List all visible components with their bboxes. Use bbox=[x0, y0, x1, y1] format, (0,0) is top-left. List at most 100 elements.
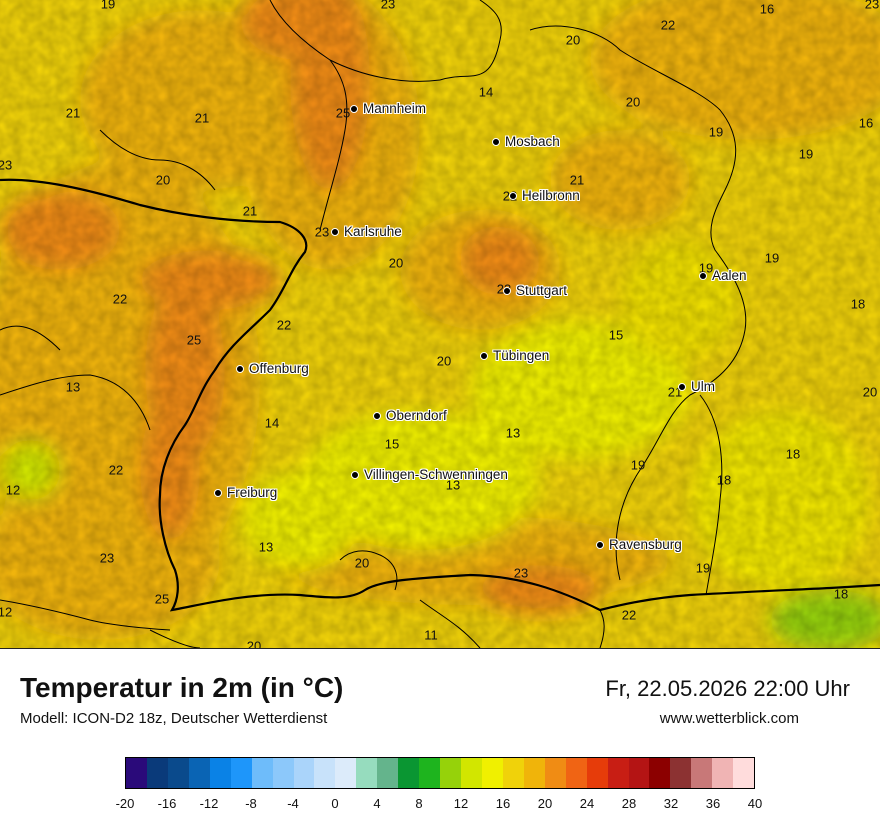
legend-swatch bbox=[293, 758, 315, 788]
legend-swatch bbox=[126, 758, 147, 788]
city-dot-icon bbox=[699, 272, 707, 280]
city-label: Mannheim bbox=[363, 101, 427, 116]
legend-tick-label: 16 bbox=[495, 796, 511, 811]
temperature-label: 18 bbox=[833, 586, 849, 602]
borders bbox=[0, 0, 880, 648]
temperature-label: 21 bbox=[194, 110, 210, 126]
legend-swatch bbox=[419, 758, 441, 788]
temperature-label: 15 bbox=[384, 436, 400, 452]
temperature-label: 21 bbox=[569, 172, 585, 188]
temperature-label: 23 bbox=[99, 550, 115, 566]
city-label: Oberndorf bbox=[386, 408, 447, 423]
legend-swatch bbox=[691, 758, 713, 788]
legend-tick-label: -16 bbox=[157, 796, 177, 811]
temperature-label: 22 bbox=[621, 607, 637, 623]
color-scale-legend bbox=[125, 757, 755, 789]
model-subtitle: Modell: ICON-D2 18z, Deutscher Wetterdie… bbox=[20, 710, 328, 727]
legend-tick-label: 24 bbox=[579, 796, 595, 811]
city-label: Karlsruhe bbox=[344, 224, 402, 239]
temperature-label: 23 bbox=[314, 224, 330, 240]
legend-swatch bbox=[146, 758, 168, 788]
legend-swatch bbox=[733, 758, 755, 788]
legend-swatch bbox=[314, 758, 336, 788]
temperature-label: 13 bbox=[445, 477, 461, 493]
legend-tick-label: 40 bbox=[747, 796, 763, 811]
temperature-label: 20 bbox=[354, 555, 370, 571]
temperature-label: 16 bbox=[759, 1, 775, 17]
temperature-label: 22 bbox=[660, 17, 676, 33]
temperature-label: 16 bbox=[858, 115, 874, 131]
temperature-label: 19 bbox=[630, 457, 646, 473]
temperature-label: 25 bbox=[335, 105, 351, 121]
legend-swatch bbox=[398, 758, 420, 788]
temperature-label: 11 bbox=[424, 627, 438, 643]
temperature-label: 25 bbox=[154, 591, 170, 607]
temperature-label: 13 bbox=[65, 379, 81, 395]
city-dot-icon bbox=[503, 287, 511, 295]
legend-swatch bbox=[230, 758, 252, 788]
temperature-label: 19 bbox=[695, 560, 711, 576]
city-dot-icon bbox=[373, 412, 381, 420]
legend-swatch bbox=[335, 758, 357, 788]
city-label: Tübingen bbox=[493, 348, 550, 363]
legend-swatch bbox=[272, 758, 294, 788]
temperature-label: 13 bbox=[505, 425, 521, 441]
city-dot-icon bbox=[509, 192, 517, 200]
legend-swatch bbox=[356, 758, 378, 788]
legend-tick-label: 8 bbox=[415, 796, 423, 811]
temperature-label: 15 bbox=[608, 327, 624, 343]
city-label: Stuttgart bbox=[516, 283, 568, 298]
legend-tick-label: -12 bbox=[199, 796, 219, 811]
temperature-label: 23 bbox=[513, 565, 529, 581]
legend-swatch bbox=[649, 758, 671, 788]
legend-tick-label: 28 bbox=[621, 796, 637, 811]
temperature-label: 23 bbox=[380, 0, 396, 12]
legend-swatch bbox=[481, 758, 503, 788]
temperature-label: 14 bbox=[478, 84, 494, 100]
city-label: Freiburg bbox=[227, 485, 278, 500]
temperature-label: 25 bbox=[186, 332, 202, 348]
temperature-label: 19 bbox=[764, 250, 780, 266]
city-label: Offenburg bbox=[249, 361, 309, 376]
texture bbox=[0, 0, 880, 648]
temperature-label: 20 bbox=[388, 255, 404, 271]
temperature-label: 19 bbox=[708, 124, 724, 140]
legend-swatch bbox=[607, 758, 629, 788]
temperature-label: 20 bbox=[862, 384, 878, 400]
color-scale-labels: -20 -16 -12 -8 -4 0 4 8 12 16 20 24 28 32 36 40 bbox=[116, 796, 763, 812]
city-dot-icon bbox=[480, 352, 488, 360]
legend-swatch bbox=[670, 758, 692, 788]
temperature-label: 19 bbox=[698, 260, 714, 276]
temperature-label: 12 bbox=[5, 482, 21, 498]
legend-tick-label: 12 bbox=[453, 796, 469, 811]
city-dot-icon bbox=[596, 541, 604, 549]
city-label: Heilbronn bbox=[522, 188, 580, 203]
map-title: Temperatur in 2m (in °C) bbox=[20, 672, 344, 703]
legend-swatch bbox=[712, 758, 734, 788]
legend-swatch bbox=[461, 758, 482, 788]
city-label: Mosbach bbox=[505, 134, 560, 149]
temperature-label: 23 bbox=[0, 157, 13, 173]
legend-swatch bbox=[167, 758, 189, 788]
temperature-label: 21 bbox=[242, 203, 258, 219]
temperature-label: 20 bbox=[625, 94, 641, 110]
map-canvas bbox=[0, 0, 880, 648]
forecast-datetime: Fr, 22.05.2026 22:00 Uhr bbox=[605, 676, 850, 701]
temperature-label: 13 bbox=[258, 539, 274, 555]
legend-swatch bbox=[440, 758, 461, 788]
temperature-label: 14 bbox=[264, 415, 280, 431]
temperature-label: 19 bbox=[100, 0, 116, 12]
city-dot-icon bbox=[350, 105, 358, 113]
legend-swatch bbox=[209, 758, 231, 788]
city-label: Aalen bbox=[712, 268, 747, 283]
temperature-label: 22 bbox=[276, 317, 292, 333]
legend-tick-label: 0 bbox=[331, 796, 339, 811]
temperature-label: 12 bbox=[0, 604, 13, 620]
legend-tick-label: -8 bbox=[245, 796, 257, 811]
temperature-label: 19 bbox=[798, 146, 814, 162]
city-dot-icon bbox=[214, 489, 222, 497]
temperature-label: 20 bbox=[436, 353, 452, 369]
website-link[interactable]: www.wetterblick.com bbox=[659, 710, 799, 727]
legend-tick-label: 20 bbox=[537, 796, 553, 811]
temperature-label: 22 bbox=[112, 291, 128, 307]
